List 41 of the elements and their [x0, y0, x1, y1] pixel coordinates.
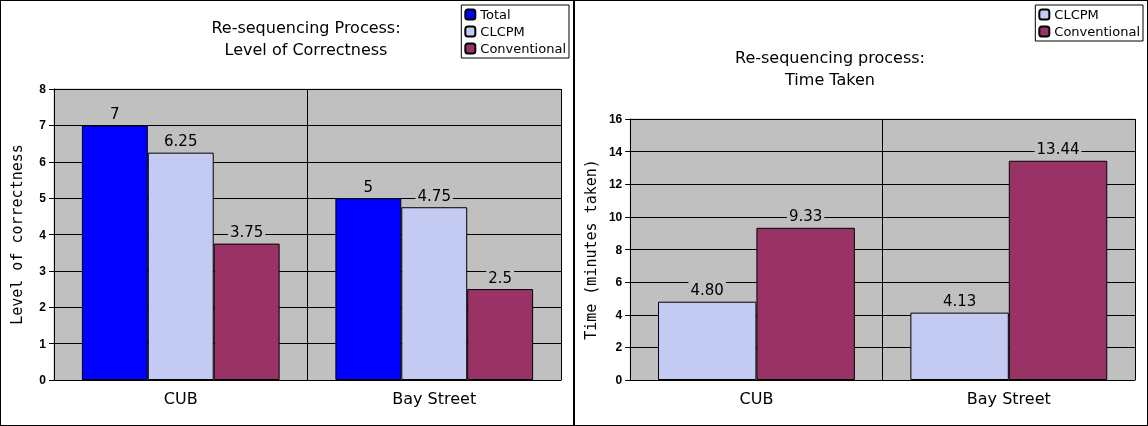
data-label: 3.75	[229, 223, 264, 242]
y-tick-label: 6	[39, 154, 47, 169]
legend-label: CLCPM	[1054, 7, 1099, 22]
y-tick-label: 0	[615, 373, 623, 387]
data-label: 2.5	[488, 268, 513, 287]
data-label: 13.44	[1036, 140, 1080, 159]
y-tick-label: 1	[39, 336, 47, 351]
y-tick-label: 5	[39, 191, 47, 206]
y-tick-label: 8	[39, 82, 47, 96]
legend-label: CLCPM	[480, 24, 525, 39]
chart-title: Re-sequencing process: Time Taken	[735, 47, 925, 89]
x-tick-label: Bay Street	[392, 388, 477, 408]
y-tick-label: 6	[615, 275, 623, 290]
data-label: 4.80	[690, 281, 724, 300]
legend-label: Conventional	[1054, 24, 1141, 39]
y-tick-label: 2	[39, 300, 47, 315]
data-label: 5	[363, 177, 374, 196]
data-label: 4.75	[417, 186, 451, 205]
data-label: 7	[110, 104, 120, 123]
y-tick-label: 4	[615, 307, 623, 322]
y-tick-label: 4	[39, 227, 47, 242]
legend-label: Total	[479, 7, 511, 22]
chart-title: Re-sequencing Process: Level of Correctness	[211, 17, 401, 59]
y-tick-label: 14	[608, 144, 623, 159]
x-tick-label: CUB	[163, 388, 198, 408]
data-label: 9.33	[788, 207, 823, 226]
legend-label: Conventional	[480, 41, 567, 56]
y-tick-label: 16	[608, 112, 623, 126]
y-tick-label: 10	[608, 209, 623, 224]
y-tick-label: 8	[615, 242, 623, 257]
y-tick-label: 2	[615, 340, 623, 355]
y-tick-label: 7	[39, 118, 47, 133]
x-tick-label: Bay Street	[966, 388, 1051, 408]
y-tick-label: 0	[39, 373, 47, 387]
data-label: 4.13	[942, 292, 977, 311]
y-tick-label: 12	[608, 177, 623, 192]
x-tick-label: CUB	[739, 388, 774, 408]
y-axis-title: Level of correctness	[7, 144, 26, 325]
y-axis-title: Time (minutes taken)	[581, 159, 600, 340]
y-tick-label: 3	[39, 263, 47, 278]
data-label: 6.25	[164, 132, 198, 151]
